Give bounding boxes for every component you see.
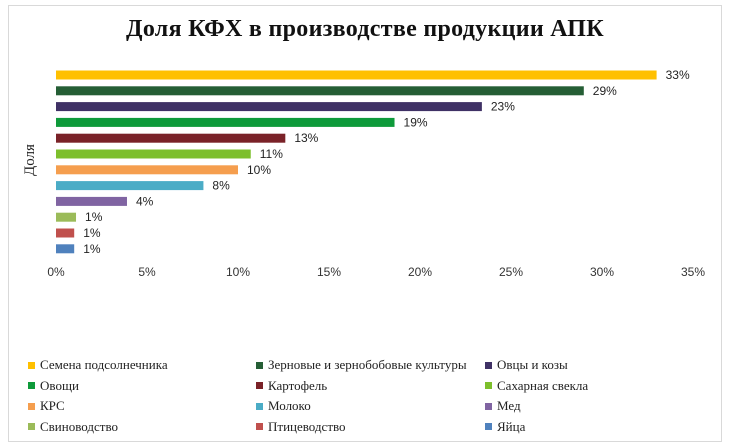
legend-label-7: Молоко (268, 398, 311, 413)
legend-item-10: Птицеводство (256, 419, 346, 435)
legend-swatch-11 (485, 423, 492, 430)
x-tick-5: 25% (499, 265, 523, 279)
data-label-0: 33% (666, 68, 690, 82)
bar-10 (56, 228, 75, 238)
bar-3 (56, 117, 395, 127)
bar-1 (56, 86, 584, 96)
legend-swatch-9 (28, 423, 35, 430)
legend-item-5: Сахарная свекла (485, 378, 588, 394)
x-tick-7: 35% (681, 265, 705, 279)
legend-label-2: Овцы и козы (497, 357, 568, 372)
legend-label-6: КРС (40, 398, 65, 413)
data-label-9: 1% (85, 210, 103, 224)
x-tick-6: 30% (590, 265, 614, 279)
bar-0 (56, 70, 657, 80)
data-label-8: 4% (136, 194, 154, 208)
data-label-7: 8% (212, 179, 230, 193)
legend-label-9: Свиноводство (40, 418, 119, 434)
legend-item-7: Молоко (256, 398, 311, 414)
data-label-3: 19% (404, 115, 428, 129)
data-label-5: 11% (260, 147, 283, 161)
x-axis-ticks: 0% 5% 10% 15% 20% 25% 30% 35% (47, 265, 705, 279)
legend-item-3: Овощи (28, 378, 79, 394)
bar-4 (56, 133, 286, 143)
legend-swatch-1 (256, 361, 263, 369)
bar-5 (56, 149, 251, 159)
data-label-11: 1% (83, 242, 101, 256)
legend-label-4: Картофель (268, 377, 328, 393)
bars-group: 33% 29% 23% 19% 13% 11% 10% 8% 4% 1% 1% 1% (56, 68, 690, 256)
bar-7 (56, 181, 204, 191)
legend-swatch-2 (485, 361, 492, 369)
legend-item-11: Яйца (485, 419, 525, 435)
chart-title: Доля КФХ в производстве продукции АПК (126, 16, 604, 42)
legend-item-4: Картофель (256, 378, 327, 394)
legend-label-8: Мед (497, 398, 521, 413)
legend-item-1: Зерновые и зернобобовые культуры (256, 357, 467, 373)
legend-swatch-7 (256, 402, 263, 410)
legend-label-0: Семена подсолнечника (40, 357, 168, 372)
data-label-2: 23% (491, 100, 515, 114)
legend-label-1: Зерновые и зернобобовые культуры (268, 357, 467, 372)
legend-item-6: КРС (28, 398, 65, 414)
bar-9 (56, 212, 77, 222)
data-label-6: 10% (247, 163, 271, 177)
legend-swatch-5 (485, 382, 492, 389)
legend-swatch-0 (28, 361, 35, 369)
legend-item-0: Семена подсолнечника (28, 357, 168, 373)
x-tick-2: 10% (226, 265, 250, 279)
legend-swatch-6 (28, 402, 35, 410)
x-tick-0: 0% (47, 265, 65, 279)
legend-swatch-8 (485, 402, 492, 410)
x-tick-3: 15% (317, 265, 341, 279)
legend-swatch-10 (256, 423, 263, 430)
legend-item-2: Овцы и козы (485, 357, 568, 373)
legend-swatch-3 (28, 382, 35, 389)
x-tick-1: 5% (138, 265, 156, 279)
legend-label-11: Яйца (497, 418, 526, 434)
legend-label-3: Овощи (40, 377, 79, 393)
legend-swatch-4 (256, 382, 263, 389)
bar-2 (56, 102, 482, 112)
bar-11 (56, 244, 75, 254)
x-tick-4: 20% (408, 265, 432, 279)
data-label-4: 13% (294, 131, 318, 145)
bar-8 (56, 196, 127, 206)
legend-label-5: Сахарная свекла (497, 377, 589, 393)
legend-item-8: Мед (485, 398, 521, 414)
legend-label-10: Птицеводство (268, 418, 346, 434)
bar-6 (56, 165, 238, 175)
legend-item-9: Свиноводство (28, 419, 118, 435)
data-label-1: 29% (593, 84, 617, 98)
data-label-10: 1% (83, 226, 101, 240)
